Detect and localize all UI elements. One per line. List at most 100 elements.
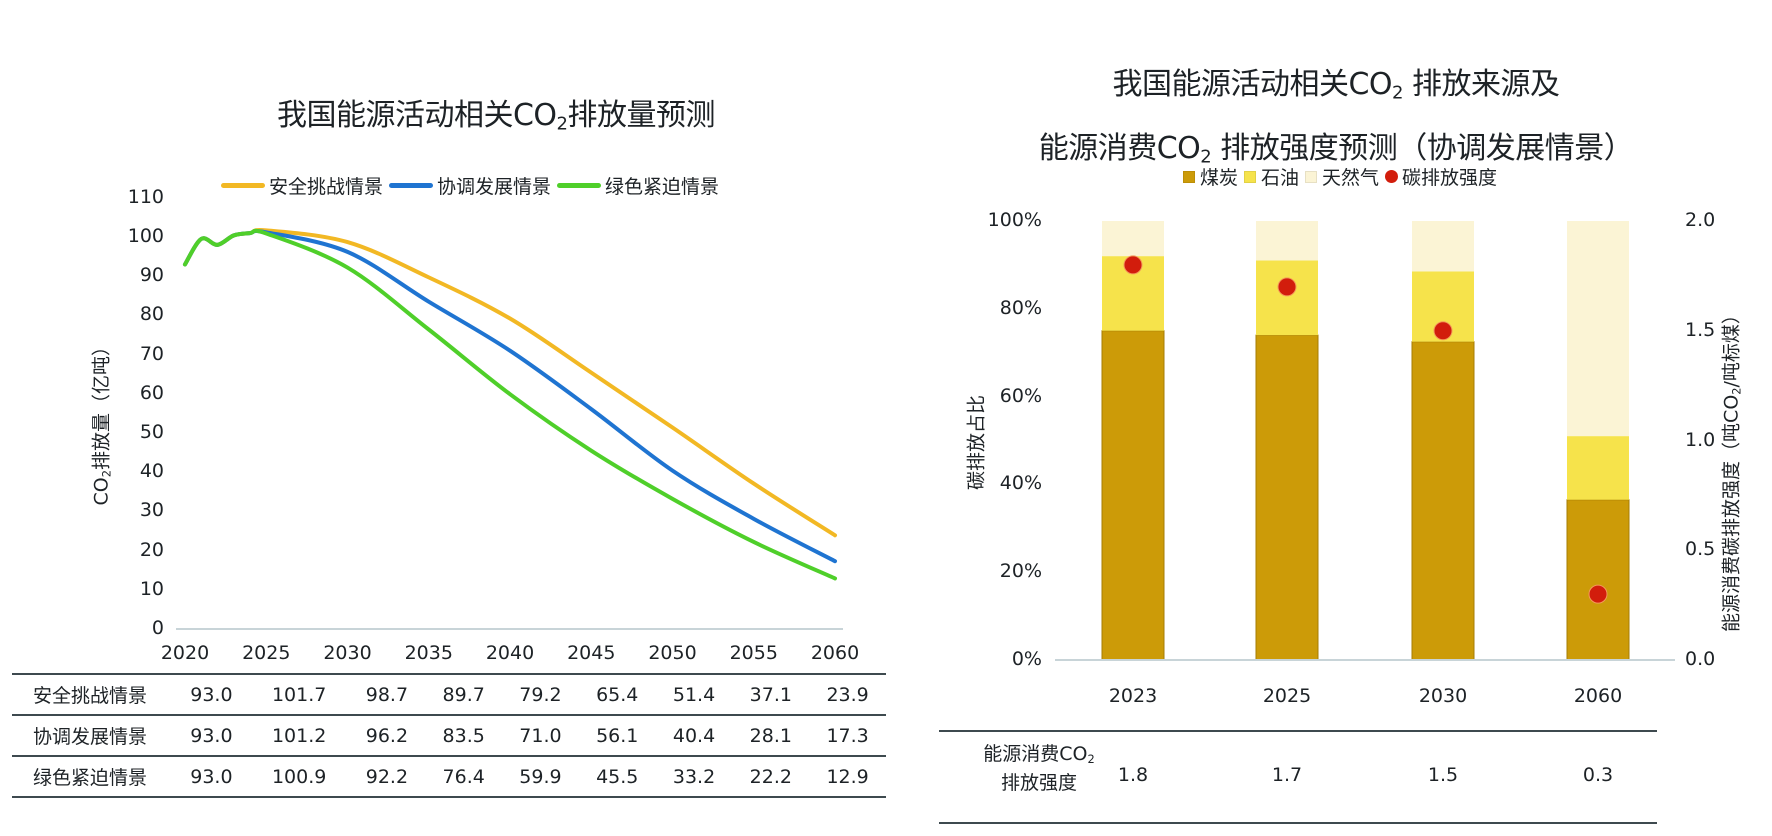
legend-item-gas: 天然气 [1305, 163, 1379, 190]
legend-item-coordinated: 协调发展情景 [389, 172, 551, 199]
legend-item-oil: 石油 [1244, 163, 1299, 190]
table-row: 安全挑战情景 93.0 101.7 98.7 89.7 79.2 65.4 51.4 37.1 2… [12, 673, 886, 716]
legend-line-swatch-icon [557, 183, 602, 188]
left-y-tick-label: 50 [139, 421, 164, 443]
right-title-l1-post: 排放来源及 [1402, 67, 1560, 102]
right-y-tick-label: 40% [999, 472, 1042, 495]
left-y-tick-label: 20 [139, 538, 164, 561]
right-y2-tick-label: 0.0 [1685, 648, 1716, 670]
left-y-tick-label: 100 [127, 225, 164, 247]
right-chart-legend: 煤炭 石油 天然气 碳排放强度 [1183, 163, 1503, 190]
right-y2-tick-label: 2.0 [1685, 209, 1716, 231]
table-cell: 98.7 [348, 673, 426, 716]
right-data-table: 能源消费CO2 排放强度 1.8 1.7 1.5 0.3 [939, 730, 1657, 824]
table-cell: 79.2 [502, 673, 579, 716]
bar-segment-coal [1566, 499, 1630, 661]
right-title-l2-pre: 能源消费CO [1038, 130, 1201, 166]
right-y-tick-label: 0% [1011, 648, 1042, 670]
legend-square-swatch-icon [1305, 170, 1318, 183]
table-cell: 89.7 [425, 673, 503, 716]
table-cell: 37.1 [732, 673, 810, 716]
left-x-tick-label: 2025 [242, 642, 291, 664]
table-cell: 33.2 [655, 756, 733, 798]
intensity-point [1277, 277, 1297, 297]
table-cell: 56.1 [578, 715, 656, 757]
legend-label: 安全挑战情景 [269, 176, 384, 198]
right-title-line2: 能源消费CO2 排放强度预测（协调发展情景） [1000, 121, 1672, 185]
right-title-l2-sub: 2 [1200, 146, 1212, 167]
left-data-table: 安全挑战情景 93.0 101.7 98.7 89.7 79.2 65.4 51.4 37.1 2… [12, 673, 886, 798]
table-cell: 1.7 [1271, 764, 1303, 786]
bar-segment-oil [1256, 260, 1318, 336]
bar-segment-coal [1101, 330, 1165, 661]
right-title-line1: 我国能源活动相关CO2 排放来源及 [1000, 57, 1672, 121]
intensity-point [1588, 584, 1608, 604]
left-x-tick-label: 2020 [160, 642, 210, 664]
table-cell: 40.4 [655, 715, 733, 757]
table-cell: 96.2 [348, 715, 426, 757]
table-row-label: 绿色紧迫情景 [12, 756, 173, 798]
table-cell: 1.8 [1117, 764, 1149, 786]
legend-square-swatch-icon [1183, 170, 1195, 183]
left-x-tick-label: 2060 [810, 642, 860, 664]
left-chart-legend: 安全挑战情景 协调发展情景 绿色紧迫情景 [221, 172, 725, 199]
left-x-tick-label: 2035 [404, 642, 453, 664]
legend-label: 碳排放强度 [1402, 167, 1498, 189]
right-x-tick-label: 2060 [1573, 685, 1623, 707]
legend-label: 煤炭 [1200, 167, 1239, 189]
left-y-tick-label: 40 [139, 460, 164, 483]
right-y-tick-label: 20% [999, 560, 1042, 583]
table-row: 协调发展情景 93.0 101.2 96.2 83.5 71.0 56.1 40.4 28.1 1… [12, 715, 886, 757]
right-table-label-line2: 排放强度 [1000, 771, 1077, 794]
bar-segment-coal [1255, 334, 1319, 661]
legend-label: 石油 [1261, 167, 1300, 189]
table-cell: 12.9 [809, 756, 886, 798]
table-cell: 93.0 [173, 673, 250, 716]
left-y-tick-label: 0 [151, 617, 164, 639]
table-cell: 101.2 [249, 715, 349, 757]
left-title-post: 排放量预测 [567, 98, 716, 133]
left-x-tick-label: 2045 [567, 642, 616, 664]
bar-segment-gas [1102, 221, 1164, 257]
right-table-label-line1: 能源消费CO2 [969, 742, 1109, 771]
legend-label: 绿色紧迫情景 [605, 176, 720, 198]
table-cell: 93.0 [173, 756, 250, 798]
right-y2-tick-label: 1.0 [1685, 428, 1716, 451]
legend-line-swatch-icon [389, 183, 434, 188]
bar-group-2060 [1566, 221, 1630, 661]
table-cell: 93.0 [173, 715, 250, 757]
right-x-tick-label: 2023 [1108, 685, 1158, 707]
legend-label: 天然气 [1322, 167, 1380, 189]
series-line-green [183, 228, 837, 581]
left-chart-title: 我国能源活动相关CO2排放量预测 [256, 90, 736, 135]
table-cell: 0.3 [1582, 764, 1614, 786]
left-title-text: 我国能源活动相关CO [276, 98, 557, 133]
left-x-tick-label: 2055 [729, 642, 778, 664]
bar-segment-gas [1256, 221, 1318, 261]
table-cell: 17.3 [809, 715, 886, 757]
table-row-label: 协调发展情景 [12, 715, 173, 757]
right-chart-title: 我国能源活动相关CO2 排放来源及 能源消费CO2 排放强度预测（协调发展情景） [1000, 57, 1672, 184]
right-table-label-pre: 能源消费CO [983, 743, 1088, 765]
left-y-tick-label: 90 [139, 264, 164, 287]
table-cell: 76.4 [425, 756, 503, 798]
right-title-l1-sub: 2 [1392, 82, 1403, 104]
left-title-sub: 2 [556, 113, 568, 135]
legend-item-green: 绿色紧迫情景 [557, 172, 719, 199]
legend-line-swatch-icon [221, 183, 265, 188]
bar-segment-gas [1567, 221, 1629, 437]
left-x-tick-label: 2050 [648, 642, 697, 664]
table-cell: 92.2 [348, 756, 426, 798]
legend-dot-swatch-icon [1385, 170, 1399, 183]
table-cell: 83.5 [425, 715, 503, 757]
table-cell: 65.4 [578, 673, 656, 716]
table-cell: 51.4 [655, 673, 733, 716]
left-y-tick-label: 80 [139, 303, 164, 326]
table-row-label: 安全挑战情景 [12, 673, 173, 716]
right-x-tick-label: 2025 [1262, 685, 1312, 707]
left-y-tick-label: 60 [139, 381, 164, 404]
bar-group-2023 [1101, 221, 1165, 661]
table-cell: 45.5 [578, 756, 656, 798]
left-y-tick-label: 110 [127, 185, 164, 208]
table-cell: 22.2 [732, 756, 810, 798]
